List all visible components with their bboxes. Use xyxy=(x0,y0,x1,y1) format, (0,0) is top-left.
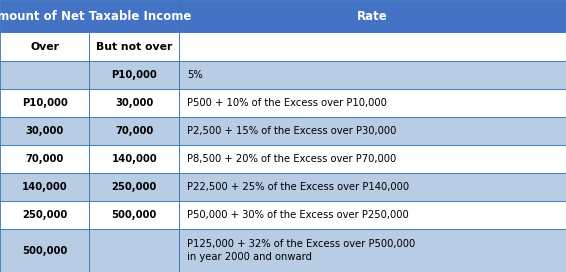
Bar xyxy=(179,229,566,272)
Bar xyxy=(0,117,89,145)
Text: Over: Over xyxy=(30,42,59,51)
Text: Amount of Net Taxable Income: Amount of Net Taxable Income xyxy=(0,10,191,23)
Bar xyxy=(0,89,89,117)
Text: 70,000: 70,000 xyxy=(25,154,64,164)
Text: P10,000: P10,000 xyxy=(112,70,157,80)
Text: 140,000: 140,000 xyxy=(22,182,67,192)
Text: 70,000: 70,000 xyxy=(115,126,153,136)
Bar xyxy=(179,201,566,229)
Bar xyxy=(179,89,566,117)
Bar xyxy=(179,0,566,32)
Text: 500,000: 500,000 xyxy=(112,210,157,220)
Text: 5%: 5% xyxy=(187,70,203,80)
Text: 500,000: 500,000 xyxy=(22,246,67,255)
Bar xyxy=(0,32,89,61)
Text: P50,000 + 30% of the Excess over P250,000: P50,000 + 30% of the Excess over P250,00… xyxy=(187,210,409,220)
Text: P8,500 + 20% of the Excess over P70,000: P8,500 + 20% of the Excess over P70,000 xyxy=(187,154,396,164)
Bar xyxy=(0,145,89,173)
Text: 30,000: 30,000 xyxy=(25,126,64,136)
Text: P500 + 10% of the Excess over P10,000: P500 + 10% of the Excess over P10,000 xyxy=(187,98,387,108)
Bar xyxy=(179,61,566,89)
Bar xyxy=(179,117,566,145)
Bar xyxy=(179,173,566,201)
Bar xyxy=(89,145,179,173)
Text: P22,500 + 25% of the Excess over P140,000: P22,500 + 25% of the Excess over P140,00… xyxy=(187,182,409,192)
Text: P2,500 + 15% of the Excess over P30,000: P2,500 + 15% of the Excess over P30,000 xyxy=(187,126,396,136)
Bar xyxy=(0,201,89,229)
Text: 30,000: 30,000 xyxy=(115,98,153,108)
Text: 140,000: 140,000 xyxy=(112,154,157,164)
Bar xyxy=(179,145,566,173)
Bar xyxy=(179,32,566,61)
Text: P10,000: P10,000 xyxy=(22,98,67,108)
Bar xyxy=(0,0,179,32)
Bar xyxy=(89,61,179,89)
Text: 250,000: 250,000 xyxy=(112,182,157,192)
Text: P125,000 + 32% of the Excess over P500,000
in year 2000 and onward: P125,000 + 32% of the Excess over P500,0… xyxy=(187,239,415,262)
Bar xyxy=(89,201,179,229)
Text: 250,000: 250,000 xyxy=(22,210,67,220)
Text: Rate: Rate xyxy=(357,10,388,23)
Bar xyxy=(0,173,89,201)
Bar xyxy=(89,229,179,272)
Bar xyxy=(0,229,89,272)
Text: But not over: But not over xyxy=(96,42,172,51)
Bar xyxy=(89,89,179,117)
Bar xyxy=(89,117,179,145)
Bar xyxy=(89,32,179,61)
Bar xyxy=(89,173,179,201)
Bar xyxy=(0,61,89,89)
